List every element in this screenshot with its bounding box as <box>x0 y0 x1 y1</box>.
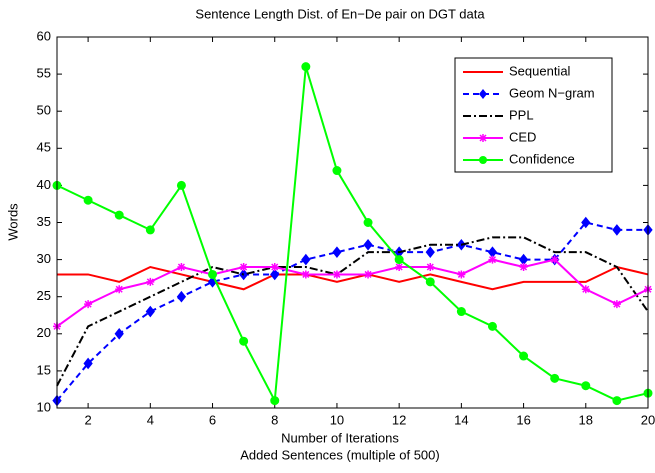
plot-frame <box>56 36 649 409</box>
x-tick-label: 20 <box>641 412 655 427</box>
marker <box>550 373 560 383</box>
marker <box>363 238 373 251</box>
y-tick-label: 20 <box>37 325 51 340</box>
legend-label: PPL <box>509 107 534 122</box>
marker <box>487 321 497 331</box>
x-tick-label: 2 <box>84 412 91 427</box>
marker <box>457 270 466 279</box>
marker <box>115 285 124 294</box>
marker <box>239 263 248 272</box>
x-tick-label: 10 <box>330 412 344 427</box>
y-tick-label: 55 <box>37 66 51 81</box>
legend-marker <box>479 156 487 164</box>
x-tick-label: 8 <box>271 412 278 427</box>
marker <box>270 396 280 406</box>
marker <box>425 246 435 258</box>
legend-marker <box>479 89 487 99</box>
x-tick-label: 12 <box>392 412 406 427</box>
marker <box>332 166 342 176</box>
marker <box>332 246 342 258</box>
marker <box>519 263 528 272</box>
marker <box>612 300 621 309</box>
marker <box>332 270 341 279</box>
y-axis-label: Words <box>5 203 20 241</box>
marker <box>114 327 124 340</box>
marker <box>145 225 155 235</box>
x-axis-label: Number of Iterations <box>281 430 399 445</box>
marker <box>301 270 310 279</box>
y-tick-label: 15 <box>37 362 51 377</box>
y-tick-label: 25 <box>37 288 51 303</box>
y-tick-label: 50 <box>37 103 51 118</box>
legend-label: Geom N−gram <box>509 85 595 100</box>
x-tick-label: 14 <box>454 412 468 427</box>
marker <box>83 357 93 370</box>
marker <box>364 270 373 279</box>
y-tick-label: 30 <box>37 251 51 266</box>
marker <box>425 277 435 287</box>
series-line <box>56 221 648 402</box>
legend-label: Confidence <box>509 151 575 166</box>
series-line <box>56 258 649 328</box>
marker <box>239 336 249 346</box>
series-line <box>56 66 649 405</box>
marker <box>301 253 311 266</box>
marker <box>176 180 186 190</box>
marker <box>84 300 93 309</box>
marker <box>208 269 218 279</box>
x-tick-label: 16 <box>516 412 530 427</box>
series-line <box>57 265 649 291</box>
marker <box>581 381 591 391</box>
marker <box>519 351 529 361</box>
marker <box>270 263 279 272</box>
marker <box>612 396 622 406</box>
marker <box>176 290 187 303</box>
marker <box>270 268 280 281</box>
marker <box>581 285 590 294</box>
y-tick-label: 40 <box>37 177 51 192</box>
marker <box>177 263 186 272</box>
legend-label: Sequential <box>509 63 571 78</box>
marker <box>550 255 559 264</box>
marker <box>363 218 373 227</box>
legend-marker <box>479 134 487 142</box>
marker <box>394 255 404 265</box>
marker <box>145 305 155 318</box>
y-tick-label: 45 <box>37 140 51 155</box>
x-tick-label: 6 <box>209 412 216 427</box>
marker <box>426 263 435 272</box>
marker <box>581 216 591 229</box>
marker <box>146 277 155 286</box>
y-tick-label: 60 <box>37 28 51 43</box>
legend-label: CED <box>509 129 536 144</box>
marker <box>612 224 622 236</box>
marker <box>301 62 311 72</box>
chart-title: Sentence Length Dist. of En−De pair on D… <box>195 6 485 21</box>
y-tick-label: 10 <box>37 399 51 414</box>
marker <box>395 263 404 272</box>
y-tick-label: 35 <box>37 214 51 229</box>
x-tick-label: 4 <box>147 412 154 427</box>
marker <box>456 307 466 317</box>
marker <box>114 210 124 220</box>
x-tick-label: 18 <box>579 412 593 427</box>
series-line <box>56 236 649 387</box>
marker <box>83 195 93 205</box>
x-axis-label-secondary: Added Sentences (multiple of 500) <box>240 447 439 462</box>
marker <box>488 255 497 264</box>
